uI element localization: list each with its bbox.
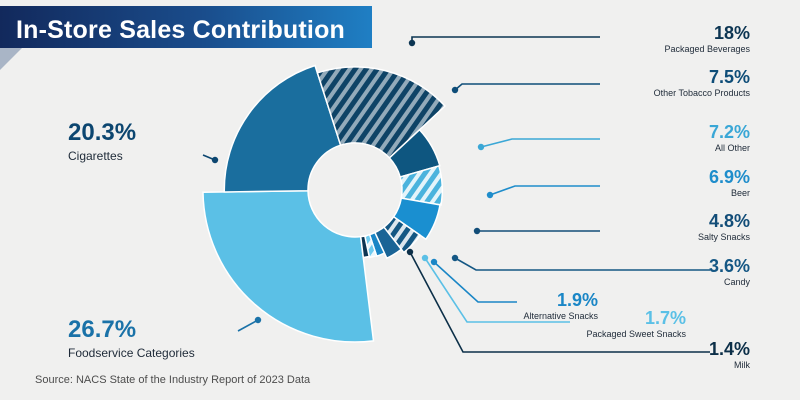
leader-line xyxy=(480,138,600,148)
slice-cigarettes xyxy=(223,64,342,193)
leader-dot xyxy=(451,86,459,94)
leader-dot xyxy=(421,254,429,262)
data-label-value: 7.5% xyxy=(709,67,750,87)
slices-layer xyxy=(202,64,447,343)
leader-line xyxy=(424,257,570,323)
leader-lines-layer xyxy=(202,36,710,353)
data-label-value: 7.2% xyxy=(709,122,750,142)
data-label-value: 6.9% xyxy=(709,167,750,187)
data-label-value: 3.6% xyxy=(709,256,750,276)
data-label-category: Beer xyxy=(731,188,750,198)
leader-dot xyxy=(477,143,485,151)
data-label-category: Packaged Sweet Snacks xyxy=(586,329,686,339)
leader-dot xyxy=(451,254,459,262)
data-label-category: Foodservice Categories xyxy=(68,346,195,360)
leader-dot xyxy=(430,258,438,266)
data-label-category: Milk xyxy=(734,360,750,370)
data-label-value: 1.7% xyxy=(645,308,686,328)
leader-dot xyxy=(473,227,481,235)
chart-title: In-Store Sales Contribution xyxy=(16,16,346,44)
data-label-category: Salty Snacks xyxy=(698,232,751,242)
leader-dot xyxy=(406,248,414,256)
data-label-category: Cigarettes xyxy=(68,149,123,163)
title-banner-fold xyxy=(0,48,22,70)
data-label-value: 1.4% xyxy=(709,339,750,359)
data-label-category: Candy xyxy=(724,277,751,287)
slice-foodservice-categories xyxy=(202,189,375,343)
leader-line xyxy=(409,251,710,353)
data-label-value: 4.8% xyxy=(709,211,750,231)
data-label-category: Packaged Beverages xyxy=(664,44,750,54)
slice-other-tobacco-products xyxy=(388,128,441,178)
data-label-value: 18% xyxy=(714,23,750,43)
data-label-value: 20.3% xyxy=(68,119,136,146)
leader-line xyxy=(411,36,600,43)
data-label-value: 1.9% xyxy=(557,290,598,310)
slice-milk xyxy=(359,235,371,259)
leader-dot xyxy=(254,316,262,324)
data-label-category: Other Tobacco Products xyxy=(654,88,751,98)
leader-line xyxy=(454,83,600,91)
leader-line xyxy=(454,257,710,271)
leader-line xyxy=(489,185,600,196)
leader-dot xyxy=(408,39,416,47)
source-note: Source: NACS State of the Industry Repor… xyxy=(35,374,311,386)
data-label-category: All Other xyxy=(715,143,750,153)
data-label-category: Alternative Snacks xyxy=(523,311,598,321)
leader-line xyxy=(237,319,259,332)
title-banner: In-Store Sales Contribution xyxy=(0,6,372,48)
data-label-value: 26.7% xyxy=(68,316,136,343)
slice-all-other xyxy=(399,164,444,206)
leader-dot xyxy=(486,191,494,199)
leader-line xyxy=(433,261,517,303)
labels-layer: 26.7% Foodservice Categories 20.3% Cigarett… xyxy=(68,23,751,370)
leader-dot xyxy=(211,156,219,164)
